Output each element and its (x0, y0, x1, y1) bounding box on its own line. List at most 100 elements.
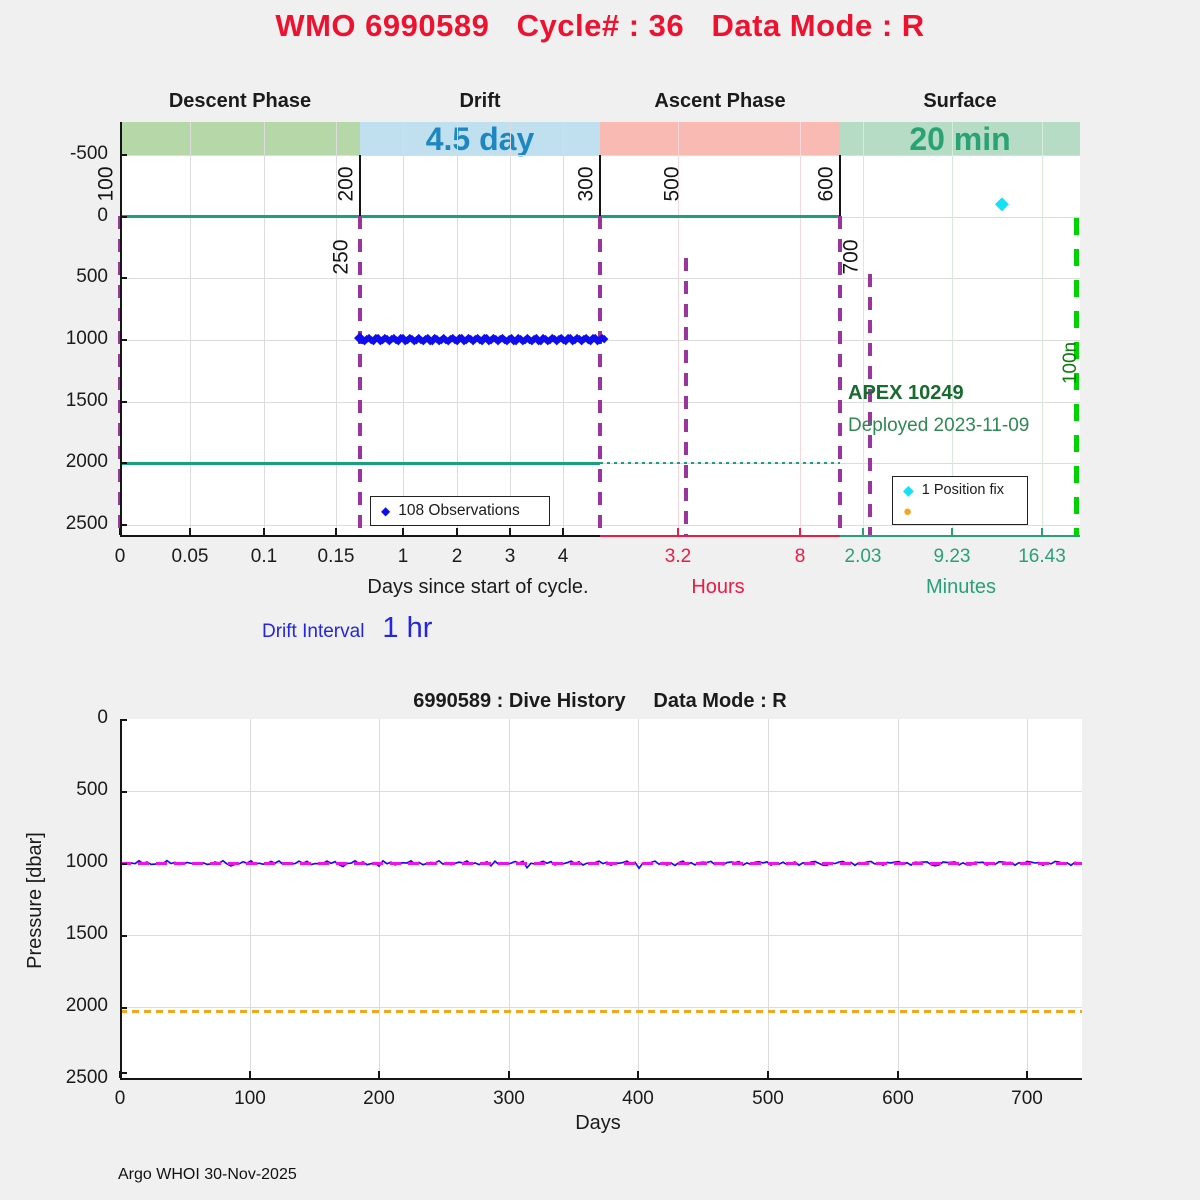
observation-marker: ◆ (360, 335, 369, 348)
line-2000-dbar-dotted (600, 462, 840, 465)
v-gridline (264, 122, 265, 537)
observation-marker: ◆ (527, 335, 537, 348)
observation-marker: ◆ (489, 331, 498, 344)
observation-marker: ◆ (385, 335, 394, 348)
observation-marker: ◆ (586, 335, 595, 348)
observation-marker: ◆ (367, 334, 376, 347)
observation-marker: ◆ (382, 333, 392, 346)
observation-marker: ◆ (421, 332, 430, 345)
ascent-phase-band (600, 122, 840, 155)
observation-marker: ◆ (457, 332, 466, 345)
observation-marker: ◆ (498, 331, 507, 344)
position-fix-legend-label: 1 Position fix (921, 481, 1004, 498)
cycle-mark-wrap: 700 (840, 226, 864, 288)
y-tick-mark (120, 791, 127, 793)
observation-marker: ◆ (529, 332, 539, 345)
deployed-date-label: Deployed 2023-11-09 (848, 415, 1030, 436)
x-tick-mark (897, 1071, 899, 1078)
v-gridline (1027, 719, 1028, 1080)
drift-interval-label: Drift Interval (262, 621, 365, 642)
observation-marker: ◆ (502, 335, 512, 348)
x-tick-label: 300 (493, 1088, 525, 1109)
v-gridline (1042, 122, 1043, 537)
observation-marker: ◆ (425, 334, 435, 347)
x-tick-mark (799, 528, 801, 535)
observation-marker: ◆ (373, 332, 383, 345)
observation-marker: ◆ (518, 335, 528, 348)
observation-marker: ◆ (541, 332, 550, 345)
observation-marker: ◆ (486, 334, 496, 347)
observation-marker: ◆ (493, 335, 503, 348)
x-tick-mark (378, 1071, 380, 1078)
cycle-mark-label: 200 (335, 166, 359, 202)
days-axis-caption: Days since start of cycle. (367, 576, 589, 598)
x-tick-mark (119, 528, 121, 535)
footer-credit: Argo WHOI 30-Nov-2025 (118, 1166, 297, 1183)
observation-marker: ◆ (419, 335, 428, 348)
cycle-mark-label: 600 (815, 166, 839, 202)
v-gridline (863, 122, 864, 537)
x-tick-label: 3 (504, 546, 516, 567)
observation-marker: ◆ (412, 333, 421, 346)
phase-title-ascent: Ascent Phase (654, 90, 786, 112)
y-tick-mark (120, 277, 127, 279)
y-tick-label: 1000 (65, 851, 108, 872)
x-tick-mark (189, 528, 191, 535)
y-tick-mark (120, 524, 127, 526)
h-gridline (120, 1007, 1082, 1008)
position-fix-legend-row: ◆ 1 Position fix (893, 479, 1027, 501)
v-gridline (800, 122, 801, 537)
observation-marker: ◆ (376, 335, 385, 348)
x-tick-label: 9.23 (933, 546, 971, 567)
x-tick-label: 2.03 (844, 546, 882, 567)
x-tick-mark (951, 528, 953, 535)
v-gridline (336, 122, 337, 537)
x-tick-mark (862, 528, 864, 535)
x-tick-mark (767, 1071, 769, 1078)
observation-marker: ◆ (593, 334, 602, 347)
phase-title-surface: Surface (923, 90, 997, 112)
cycle-mark-stub (839, 155, 841, 216)
observation-marker: ◆ (362, 333, 371, 346)
y-tick-label: 1500 (65, 923, 108, 944)
observation-marker: ◆ (358, 333, 367, 346)
cycle-mark-stub (359, 155, 361, 216)
cycle-mark-line-600 (838, 216, 842, 537)
diamond-icon: ◆ (903, 481, 914, 498)
observation-marker: ◆ (516, 332, 525, 345)
observation-marker: ◆ (554, 333, 564, 346)
y-tick-mark (120, 1007, 127, 1009)
observation-marker: ◆ (588, 332, 598, 345)
v-gridline (952, 122, 953, 537)
x-tick-mark (249, 1071, 251, 1078)
surface-phase-band: 20 min (840, 122, 1080, 155)
observation-marker: ◆ (536, 334, 546, 347)
observation-marker: ◆ (432, 332, 442, 345)
x-tick-label: 0.05 (171, 546, 209, 567)
x-tick-mark (509, 528, 511, 535)
x-tick-mark (562, 528, 564, 535)
observation-marker: ◆ (443, 335, 453, 348)
position-fix-marker: ◆ (995, 193, 1009, 213)
observation-marker: ◆ (507, 332, 516, 345)
x-axis-hours-spine (600, 535, 840, 537)
observation-marker: ◆ (480, 332, 489, 345)
diamond-icon: ◆ (381, 504, 391, 518)
x-tick-label: 500 (752, 1088, 784, 1109)
observation-marker: ◆ (482, 332, 491, 345)
observation-marker: ◆ (525, 333, 534, 346)
next-cycle-green-line (1074, 218, 1079, 537)
observation-marker: ◆ (407, 332, 417, 345)
observation-marker: ◆ (495, 333, 505, 346)
x-tick-mark (263, 528, 265, 535)
drift-interval-row: Drift Interval 1 hr (262, 612, 432, 645)
cycle-mark-stub (599, 155, 601, 216)
y-tick-mark (120, 154, 127, 156)
observation-marker: ◆ (500, 334, 509, 346)
x-tick-label: 4 (557, 546, 569, 567)
observation-marker: ◆ (520, 333, 530, 346)
y-tick-mark (120, 401, 127, 403)
dive-pressure-svg (120, 859, 1080, 906)
observation-marker: ◆ (464, 331, 473, 344)
cycle-mark-label: 700 (840, 239, 864, 275)
